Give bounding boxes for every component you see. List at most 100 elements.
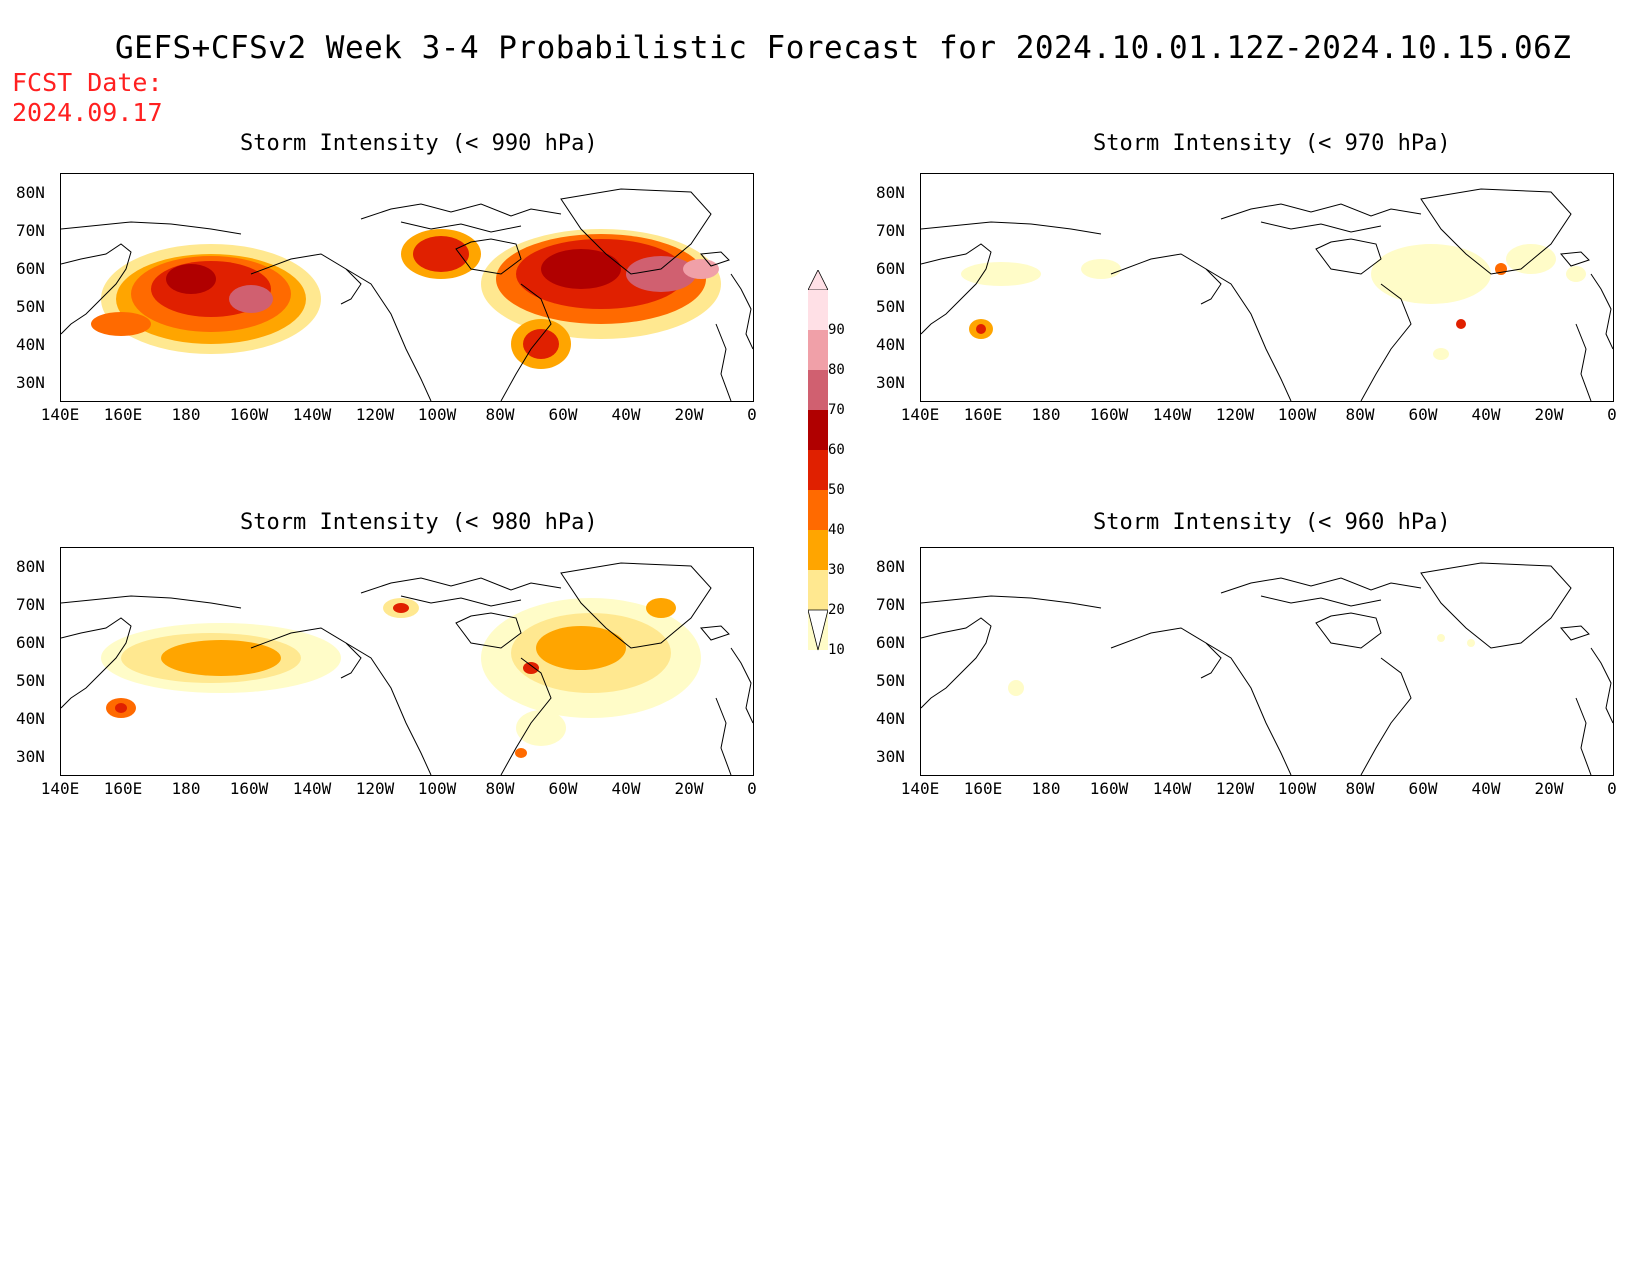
coastline	[560, 562, 712, 649]
lon-label: 80W	[1345, 779, 1375, 798]
probability-area	[1467, 639, 1475, 647]
probability-area	[976, 324, 986, 334]
probability-area	[515, 748, 527, 758]
lon-label: 20W	[1534, 779, 1564, 798]
probability-area	[523, 329, 559, 359]
coastline	[1315, 612, 1382, 649]
coastline	[1260, 595, 1382, 607]
coastline	[400, 595, 522, 607]
coastline	[921, 221, 1102, 235]
lon-label: 0	[747, 405, 757, 424]
lon-label: 80W	[485, 405, 515, 424]
colorbar-swatch	[808, 530, 828, 570]
forecast-date-value: 2024.09.17	[12, 98, 163, 127]
coastline	[500, 283, 552, 401]
lat-label: 60N	[876, 259, 905, 278]
lon-label: 140E	[900, 405, 940, 424]
lon-label: 60W	[548, 779, 578, 798]
probability-area	[1081, 259, 1121, 279]
coastline	[1420, 562, 1572, 649]
probability-area	[393, 603, 409, 613]
lon-label: 20W	[1534, 405, 1564, 424]
lon-label: 20W	[674, 405, 704, 424]
coastline	[61, 617, 132, 709]
lat-label: 50N	[876, 671, 905, 690]
panel-title-970: Storm Intensity (< 970 hPa)	[1093, 131, 1451, 156]
lon-label: 20W	[674, 779, 704, 798]
lat-label: 50N	[16, 671, 45, 690]
probability-area	[229, 285, 273, 313]
colorbar-tick-label: 80	[828, 362, 845, 378]
coastline	[1220, 577, 1422, 594]
lon-label: 180	[1031, 779, 1061, 798]
coastline	[700, 251, 730, 267]
probability-area	[961, 262, 1041, 286]
lat-label: 40N	[16, 335, 45, 354]
coastline	[1575, 697, 1592, 775]
coastline	[1260, 221, 1382, 233]
lon-label: 180	[1031, 405, 1061, 424]
lon-label: 160W	[229, 405, 269, 424]
coastline	[1590, 273, 1613, 350]
coastline	[1205, 268, 1292, 401]
probability-area	[516, 710, 566, 746]
lon-label: 120W	[1215, 779, 1255, 798]
coastline	[1205, 642, 1292, 775]
lat-label: 70N	[16, 221, 45, 240]
lon-label: 140W	[292, 405, 332, 424]
lon-label: 60W	[548, 405, 578, 424]
coastline	[345, 268, 432, 401]
lon-label: 140E	[40, 405, 80, 424]
coastline	[455, 238, 522, 275]
coastline	[1360, 283, 1412, 401]
probability-area	[541, 249, 621, 289]
lat-label: 70N	[876, 595, 905, 614]
probability-area	[1433, 348, 1449, 360]
coastline	[921, 617, 992, 709]
lon-label: 160E	[103, 405, 143, 424]
lat-label: 50N	[16, 297, 45, 316]
colorbar-swatch	[808, 290, 828, 330]
lon-label: 160W	[229, 779, 269, 798]
probability-area	[1371, 244, 1491, 304]
colorbar-tick-label: 60	[828, 442, 845, 458]
map-svg-990	[61, 188, 753, 401]
coastline	[921, 595, 1102, 609]
coastline	[1360, 657, 1412, 775]
lon-label: 160E	[963, 405, 1003, 424]
forecast-date: FCST Date: 2024.09.17	[12, 68, 163, 128]
lon-label: 100W	[1277, 779, 1317, 798]
colorbar-tick-label: 20	[828, 602, 845, 618]
coastline	[715, 323, 732, 401]
probability-area	[161, 640, 281, 676]
panel-title-980: Storm Intensity (< 980 hPa)	[240, 510, 598, 535]
colorbar-tick-label: 70	[828, 402, 845, 418]
probability-area	[646, 598, 676, 618]
probability-area	[1566, 266, 1586, 282]
colorbar-tick-label: 10	[828, 642, 845, 658]
lat-label: 60N	[876, 633, 905, 652]
coastline	[730, 647, 753, 724]
coastline	[360, 577, 562, 594]
lon-label: 140E	[900, 779, 940, 798]
colorbar	[807, 269, 829, 674]
probability-area	[91, 312, 151, 336]
lat-label: 40N	[16, 709, 45, 728]
lon-label: 80W	[1345, 405, 1375, 424]
lon-label: 140W	[292, 779, 332, 798]
coastline	[560, 188, 712, 275]
coastline	[1575, 323, 1592, 401]
map-panel-960	[920, 547, 1614, 776]
coastline	[1110, 627, 1222, 679]
coastline	[1560, 251, 1590, 267]
colorbar-top-arrow	[807, 269, 829, 291]
lon-label: 160E	[963, 779, 1003, 798]
probability-area	[1008, 680, 1024, 696]
lat-label: 80N	[16, 557, 45, 576]
lon-label: 0	[1607, 405, 1617, 424]
coastline	[400, 221, 522, 233]
panel-title-990: Storm Intensity (< 990 hPa)	[240, 131, 598, 156]
lon-label: 120W	[355, 405, 395, 424]
probability-area	[115, 703, 127, 713]
coastline	[1220, 203, 1422, 220]
